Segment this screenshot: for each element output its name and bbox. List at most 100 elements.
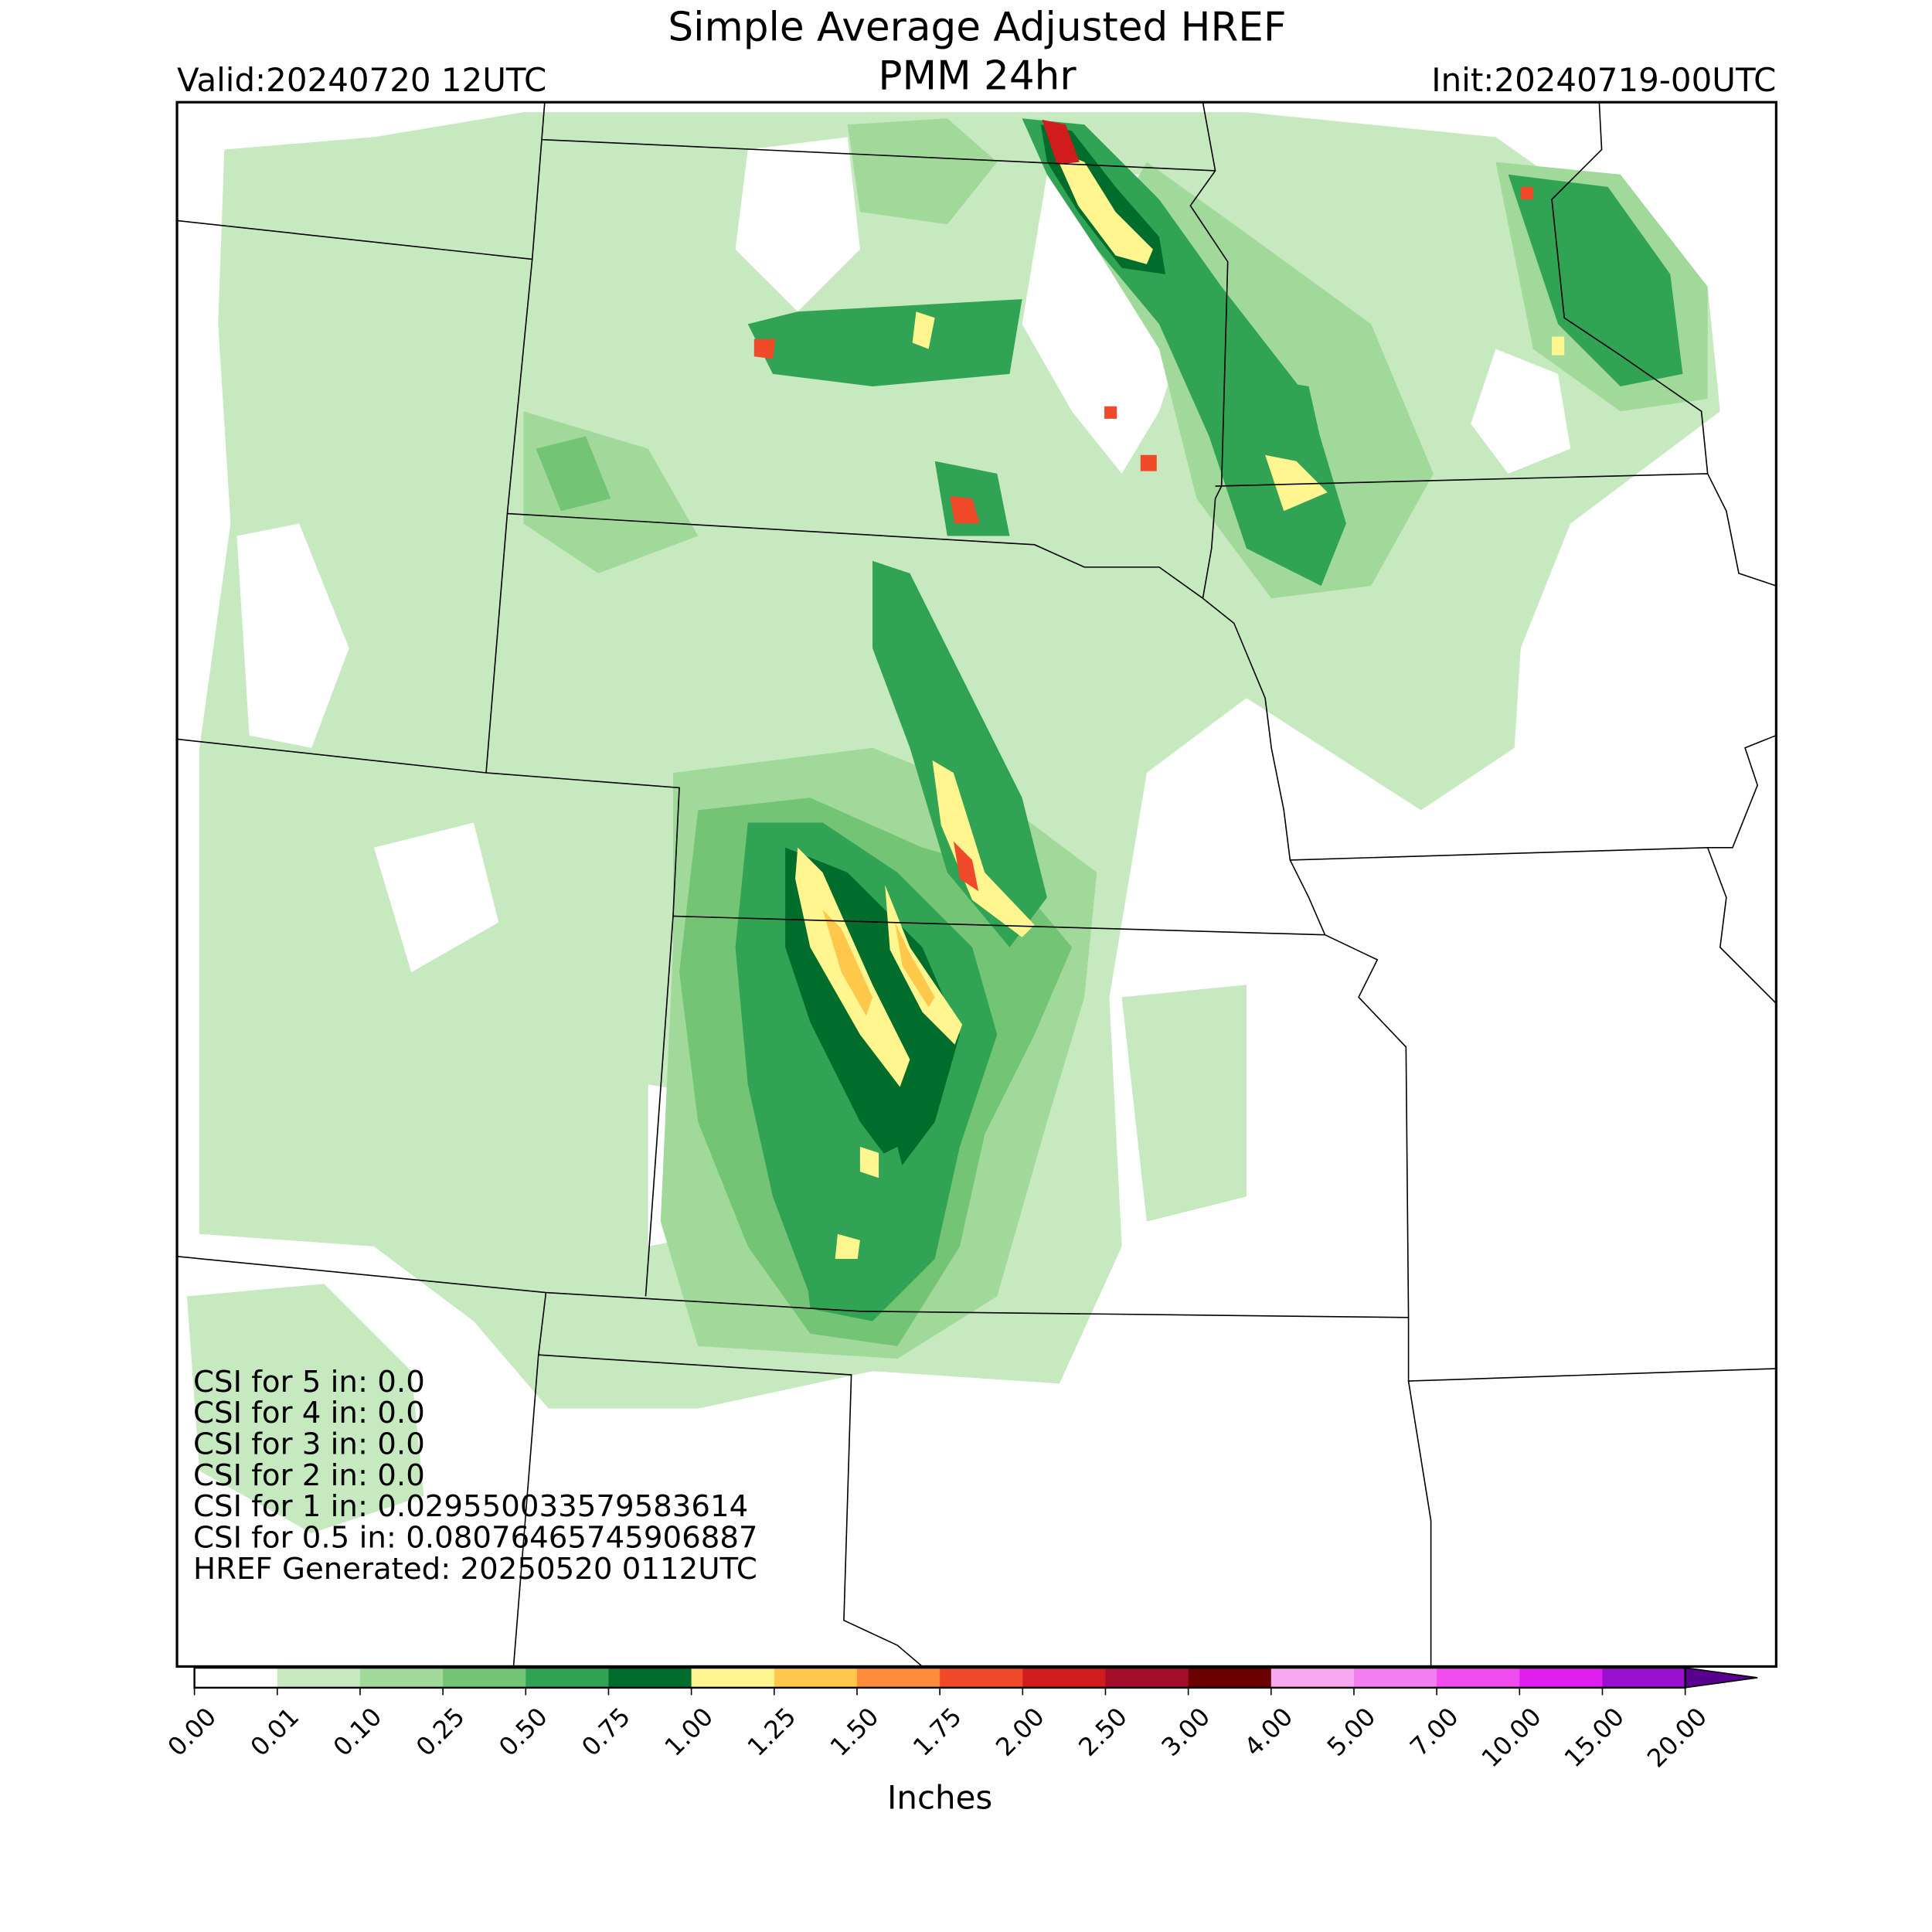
colorbar-segment: [443, 1668, 527, 1688]
colorbar-tick-label: 1.75: [907, 1702, 968, 1762]
precip-area: [835, 1233, 860, 1260]
state-border: [1407, 1317, 1777, 1382]
colorbar-tick-label: 0.75: [576, 1702, 636, 1762]
colorbar-segment: [1022, 1668, 1107, 1688]
precip-area: [536, 436, 611, 512]
colorbar-tick-label: 1.00: [659, 1702, 719, 1762]
stats-line: CSI for 3 in: 0.0: [193, 1427, 425, 1461]
colorbar-tick-label: 0.50: [493, 1702, 553, 1762]
state-border: [542, 138, 1216, 172]
colorbar-tick-label: 4.00: [1239, 1702, 1299, 1762]
dry-area: [236, 523, 349, 748]
state-border: [177, 219, 532, 260]
precip-area: [822, 910, 873, 1016]
colorbar-tick-label: 0.25: [410, 1702, 471, 1762]
state-border: [1707, 734, 1777, 849]
precip-area: [1104, 406, 1117, 419]
colorbar-label: Inches: [887, 1779, 992, 1817]
colorbar-tick-label: 0.00: [162, 1702, 222, 1762]
state-border: [538, 1354, 923, 1667]
precip-area: [895, 922, 935, 1008]
colorbar-segment: [277, 1668, 361, 1688]
state-border: [1215, 473, 1777, 587]
state-border: [485, 102, 546, 774]
colorbar-tick-label: 0.10: [328, 1702, 388, 1762]
stats-line: CSI for 5 in: 0.0: [193, 1365, 425, 1400]
state-border: [1290, 846, 1777, 1004]
state-border: [507, 512, 1203, 599]
colorbar-tick-label: 2.00: [990, 1702, 1050, 1762]
dry-area: [1471, 349, 1571, 474]
colorbar-tick-label: 5.00: [1321, 1702, 1382, 1762]
precip-area: [753, 338, 776, 359]
state-border: [1189, 102, 1229, 599]
state-border: [1551, 102, 1709, 474]
precip-area: [1042, 119, 1080, 165]
map: [177, 102, 1777, 1667]
colorbar-tick-label: 1.25: [742, 1702, 802, 1762]
precip-area: [912, 311, 935, 349]
colorbar-tick-label: 1.50: [825, 1702, 885, 1762]
stats-line: CSI for 4 in: 0.0: [193, 1396, 425, 1430]
colorbar-segment: [1437, 1668, 1521, 1688]
state-border: [672, 915, 1325, 936]
precip-area: [953, 841, 979, 892]
colorbar-segment: [940, 1668, 1024, 1688]
colorbar-tick-label: 10.00: [1476, 1702, 1547, 1773]
colorbar-segment: [194, 1668, 278, 1688]
precip-area: [885, 885, 963, 1045]
state-border: [1407, 1380, 1432, 1667]
title-line: Simple Average Adjusted HREF: [668, 5, 1286, 51]
colorbar-segment: [1105, 1668, 1189, 1688]
state-border: [177, 738, 680, 1297]
precip-area: [1140, 454, 1157, 471]
stats-line: CSI for 0.5 in: 0.08076465745906887: [193, 1520, 758, 1555]
precip-area: [847, 118, 998, 225]
dry-area: [373, 822, 499, 973]
precip-area: [1265, 454, 1328, 512]
colorbar-segment: [1188, 1668, 1272, 1688]
valid-time: Valid:20240720 12UTC: [177, 61, 546, 99]
colorbar-segment: [1519, 1668, 1604, 1688]
colorbar-segment: [856, 1668, 940, 1688]
colorbar-segment: [691, 1668, 775, 1688]
state-border: [1202, 597, 1410, 1318]
precip-area: [859, 1146, 879, 1179]
colorbar-tick-label: 0.01: [245, 1702, 305, 1762]
dry-area: [735, 137, 860, 312]
precip-area: [186, 1284, 424, 1533]
colorbar-segment: [608, 1668, 692, 1688]
colorbar-extend: [1684, 1667, 1758, 1689]
colorbar-segment: [526, 1668, 610, 1688]
precip-area: [1552, 336, 1565, 355]
precip-area: [1508, 174, 1683, 386]
state-border: [177, 1256, 1409, 1318]
colorbar-tick-label: 15.00: [1559, 1702, 1630, 1773]
colorbar-tick-label: 20.00: [1641, 1702, 1713, 1773]
precip-area: [1053, 149, 1153, 264]
colorbar-tick-label: 2.50: [1073, 1702, 1133, 1762]
stats-line: CSI for 1 in: 0.029550033579583614: [193, 1489, 748, 1524]
colorbar-tick-label: 3.00: [1156, 1702, 1216, 1762]
precip-area: [932, 760, 1035, 937]
stats-line: CSI for 2 in: 0.0: [193, 1458, 425, 1493]
precip-area: [950, 495, 980, 524]
colorbar-segment: [359, 1668, 444, 1688]
precip-area: [747, 299, 1022, 386]
colorbar: 0.00 0.01 0.10 0.25 0.50 0.75 1.00 1.25 1.50 1.75…: [162, 1666, 1758, 1773]
colorbar-segment: [1270, 1668, 1355, 1688]
precip-area: [934, 461, 1010, 536]
colorbar-outline: [193, 1666, 1686, 1689]
map-frame: [175, 100, 1777, 1668]
colorbar-tick-label: 7.00: [1404, 1702, 1464, 1762]
precip-area: [798, 1146, 923, 1321]
stats-line: HREF Generated: 20250520 0112UTC: [193, 1552, 757, 1587]
colorbar-segment: [1602, 1668, 1686, 1688]
colorbar-segment: [774, 1668, 858, 1688]
title-line: PMM 24hr: [878, 53, 1077, 100]
precip-area: [1121, 985, 1247, 1222]
init-time: Init:20240719-00UTC: [1431, 61, 1776, 99]
